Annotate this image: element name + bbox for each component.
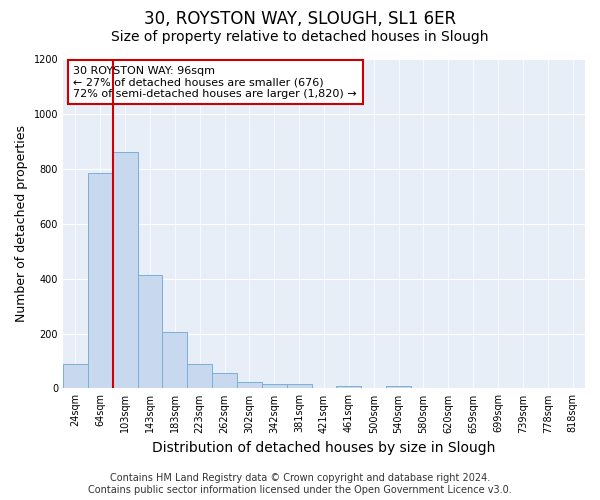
Bar — [113, 152, 137, 388]
Bar — [137, 274, 163, 388]
Bar — [337, 386, 361, 388]
Bar — [386, 386, 411, 388]
Text: Size of property relative to detached houses in Slough: Size of property relative to detached ho… — [111, 30, 489, 44]
Text: 30, ROYSTON WAY, SLOUGH, SL1 6ER: 30, ROYSTON WAY, SLOUGH, SL1 6ER — [144, 10, 456, 28]
Bar — [163, 332, 187, 388]
Bar — [88, 173, 113, 388]
Bar — [63, 364, 88, 388]
Text: Contains HM Land Registry data © Crown copyright and database right 2024.
Contai: Contains HM Land Registry data © Crown c… — [88, 474, 512, 495]
Bar — [212, 374, 237, 388]
Bar — [287, 384, 311, 388]
Bar — [262, 384, 287, 388]
X-axis label: Distribution of detached houses by size in Slough: Distribution of detached houses by size … — [152, 441, 496, 455]
Bar — [187, 364, 212, 388]
Text: 30 ROYSTON WAY: 96sqm
← 27% of detached houses are smaller (676)
72% of semi-det: 30 ROYSTON WAY: 96sqm ← 27% of detached … — [73, 66, 357, 99]
Y-axis label: Number of detached properties: Number of detached properties — [15, 125, 28, 322]
Bar — [237, 382, 262, 388]
